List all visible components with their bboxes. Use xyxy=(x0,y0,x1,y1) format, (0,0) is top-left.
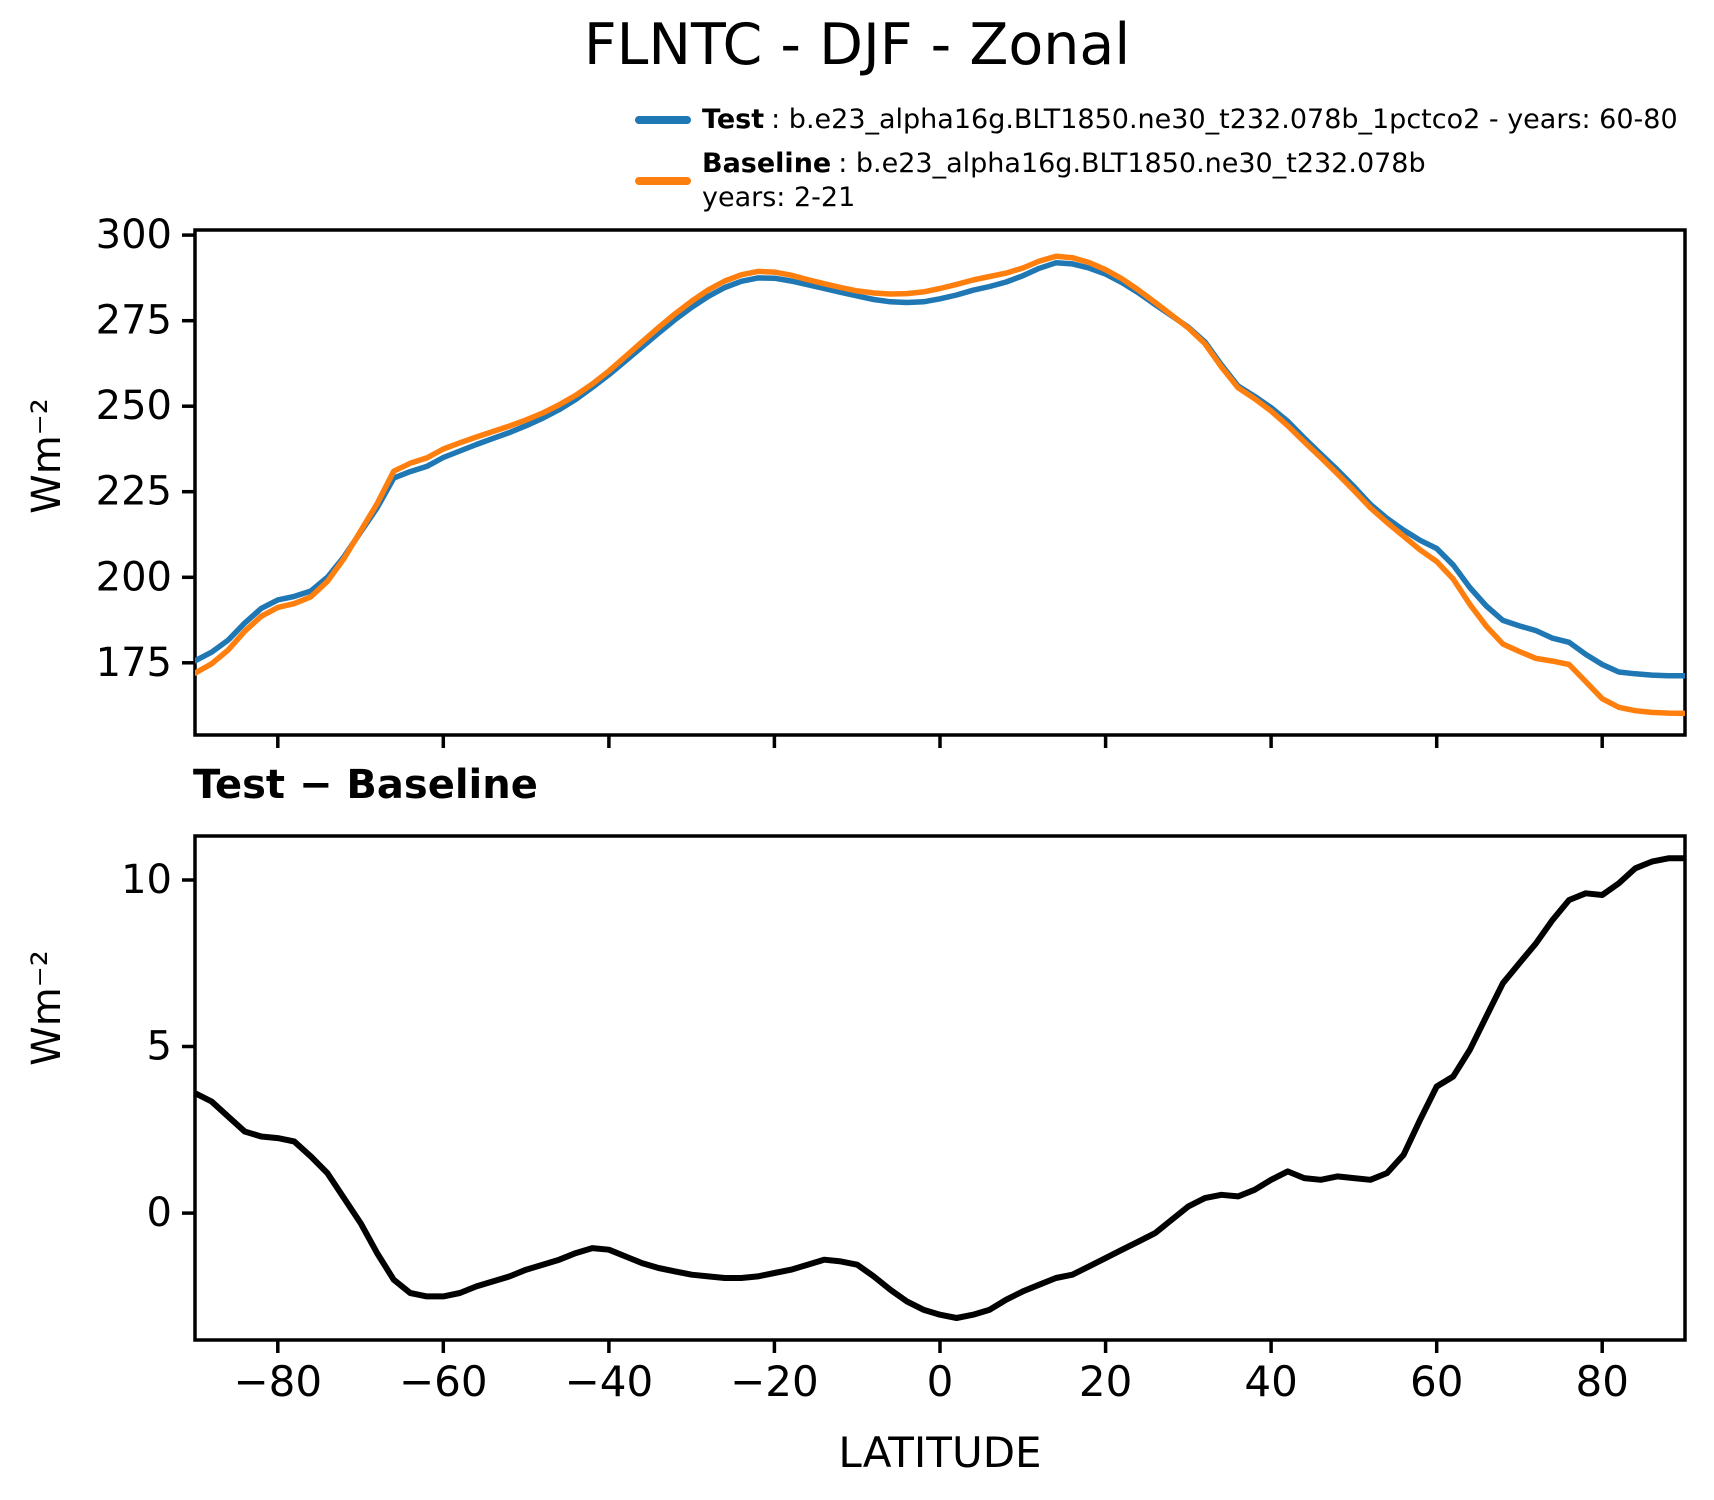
panel-0-y-tick-label: 250 xyxy=(96,383,172,429)
legend-item-baseline: Baseline: b.e23_alpha16g.BLT1850.ne30_t2… xyxy=(635,147,1678,215)
difference-panel-title: Test − Baseline xyxy=(193,762,538,808)
panel-1-y-tick-label: 10 xyxy=(121,857,172,903)
test-line-swatch xyxy=(635,115,691,124)
x-axis-label: LATITUDE xyxy=(838,1428,1042,1477)
panel-1-y-tick-label: 5 xyxy=(147,1024,172,1070)
panel-0-y-tick-label: 200 xyxy=(96,554,172,600)
page-title: FLNTC - DJF - Zonal xyxy=(583,12,1131,78)
top-y-axis-label: Wm⁻² xyxy=(24,398,70,514)
panel-1-x-tick-label: −80 xyxy=(233,1357,322,1406)
legend-test-desc: : b.e23_alpha16g.BLT1850.ne30_t232.078b_… xyxy=(771,104,1678,135)
panel-0-y-tick-label: 225 xyxy=(96,469,172,515)
legend-item-test-text: Test: b.e23_alpha16g.BLT1850.ne30_t232.0… xyxy=(702,103,1678,137)
panel-1-frame xyxy=(193,834,1687,1342)
bottom-y-axis-label: Wm⁻² xyxy=(24,950,70,1066)
panel-0: 175 200 225 250 275 300 xyxy=(96,212,1687,748)
legend: Test: b.e23_alpha16g.BLT1850.ne30_t232.0… xyxy=(635,103,1678,224)
legend-baseline-label: Baseline xyxy=(702,147,832,179)
baseline-line-swatch xyxy=(635,176,691,185)
legend-item-baseline-text: Baseline: b.e23_alpha16g.BLT1850.ne30_t2… xyxy=(702,147,1426,215)
panel-0-y-tick-label: 175 xyxy=(96,640,172,686)
panel-1-x-tick-label: −60 xyxy=(399,1357,488,1406)
series-line-baseline xyxy=(195,253,1685,717)
legend-item-test: Test: b.e23_alpha16g.BLT1850.ne30_t232.0… xyxy=(635,103,1678,137)
panel-1-x-tick-label: 40 xyxy=(1244,1357,1297,1406)
panel-0-y-tick-label: 300 xyxy=(96,212,172,258)
panel-1-y-tick-label: 0 xyxy=(147,1190,172,1236)
panel-1-x-tick-label: −20 xyxy=(730,1357,819,1406)
panel-1-x-tick-label: 0 xyxy=(927,1357,954,1406)
panel-1-x-tick-label: 60 xyxy=(1410,1357,1463,1406)
panel-0-y-tick-label: 275 xyxy=(96,298,172,344)
legend-baseline-desc: : b.e23_alpha16g.BLT1850.ne30_t232.078b xyxy=(838,147,1426,179)
panel-1-x-tick-label: 20 xyxy=(1079,1357,1132,1406)
panel-1-x-tick-label: −40 xyxy=(565,1357,654,1406)
series-line-test xyxy=(195,260,1685,679)
panel-1-x-tick-label: 80 xyxy=(1575,1357,1628,1406)
series-line-test-baseline xyxy=(195,855,1685,1321)
panel-0-frame xyxy=(193,228,1687,737)
panel-1: −80 −60 −40 −20 0 20 40 60 80 0 5 10 xyxy=(121,834,1687,1406)
legend-test-label: Test xyxy=(702,104,765,135)
legend-baseline-years: years: 2-21 xyxy=(702,181,856,213)
